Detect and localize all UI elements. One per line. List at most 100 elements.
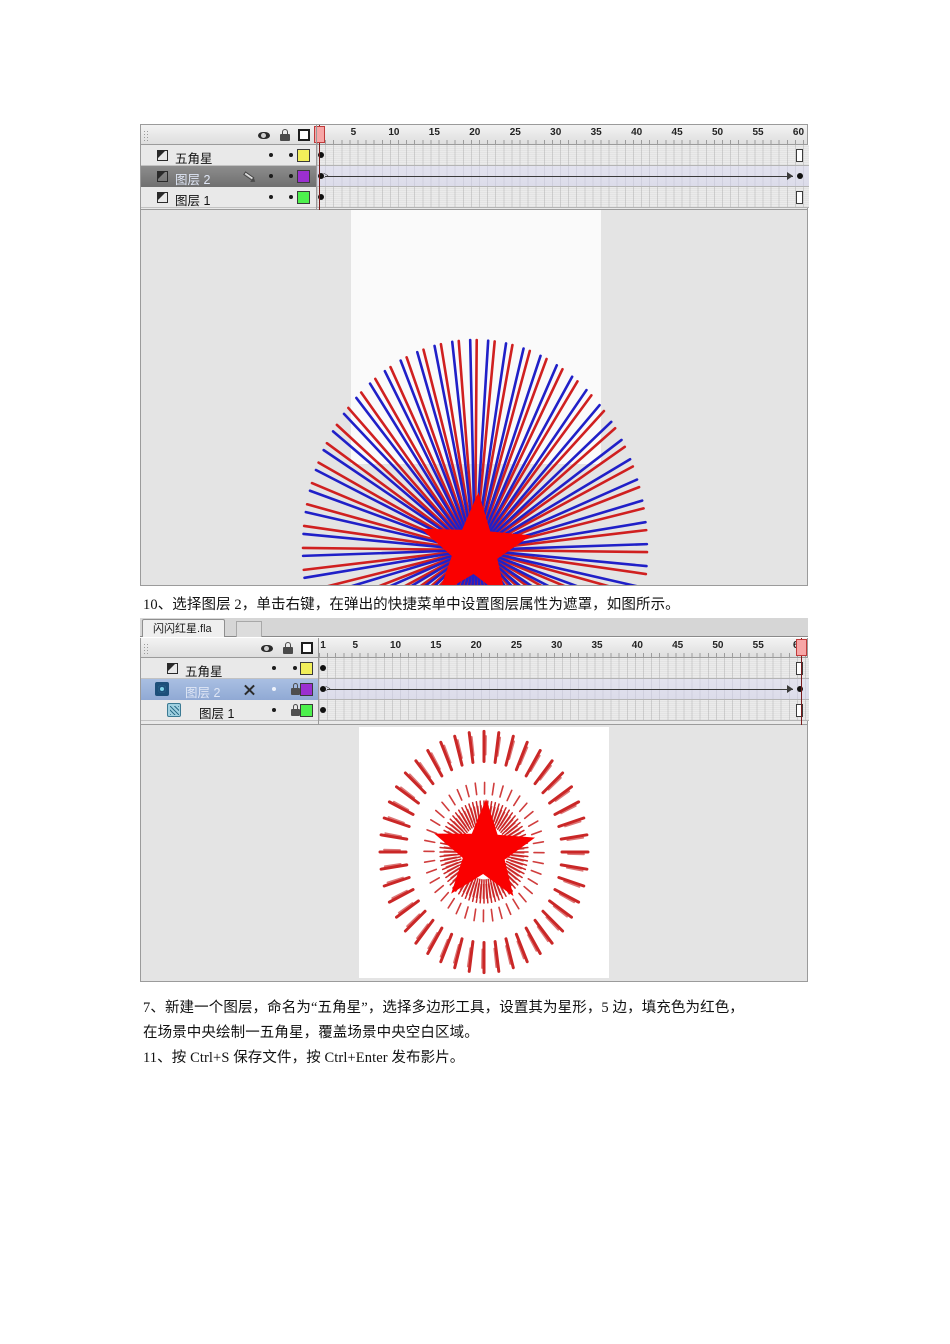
- keyframe-marker[interactable]: [320, 707, 326, 713]
- layer-collapse-icon[interactable]: [157, 192, 168, 203]
- layer-row-2[interactable]: 图层 1: [141, 700, 809, 721]
- tween-start-marker: >: [323, 171, 329, 182]
- layer-collapse-icon[interactable]: [157, 150, 168, 161]
- layer-lock-toggle[interactable]: [289, 682, 302, 696]
- layer-frames-strip[interactable]: [319, 658, 809, 679]
- tween-line: [327, 689, 793, 690]
- layer-visibility-toggle[interactable]: [269, 174, 273, 178]
- end-frame-marker[interactable]: [796, 662, 803, 675]
- ruler-label-1: 1: [320, 640, 326, 651]
- layer-visibility-toggle[interactable]: [269, 153, 273, 157]
- playhead-handle[interactable]: [796, 639, 807, 656]
- stage-canvas-bottom[interactable]: [140, 725, 808, 982]
- layer-row-2[interactable]: 图层 1: [141, 187, 809, 208]
- starburst-artwork-top: [301, 338, 649, 585]
- layer-name-label: 图层 2: [185, 686, 221, 700]
- layer-collapse-icon[interactable]: [167, 663, 178, 674]
- layer-frames-strip[interactable]: [317, 145, 809, 166]
- timeline-ruler-top[interactable]: 151015202530354045505560: [317, 125, 809, 145]
- keyframe-marker[interactable]: [318, 173, 324, 179]
- layer-collapse-icon[interactable]: [157, 171, 168, 182]
- playhead-bottom[interactable]: [796, 638, 807, 725]
- layer-lock-toggle[interactable]: [293, 666, 297, 670]
- layer-outline-color-swatch[interactable]: [300, 683, 313, 696]
- layer-frames-strip[interactable]: >: [319, 679, 809, 700]
- layer-row-1[interactable]: 图层 2 >: [141, 679, 809, 700]
- timeline-ruler-bottom[interactable]: 151015202530354045505560: [319, 638, 809, 658]
- ruler-label-10: 10: [390, 640, 402, 651]
- keyframe-marker[interactable]: [318, 194, 324, 200]
- ruler-ticks: [319, 653, 809, 657]
- end-frame-marker[interactable]: [796, 149, 803, 162]
- ruler-label-5: 5: [352, 640, 359, 651]
- mask-layer-icon[interactable]: [155, 682, 169, 696]
- name-column-divider: [316, 125, 317, 211]
- layer-visibility-toggle[interactable]: [269, 195, 273, 199]
- timeline-header-top: 151015202530354045505560: [141, 125, 809, 145]
- ruler-label-10: 10: [388, 127, 400, 138]
- layer-name-cell[interactable]: 图层 2: [141, 679, 318, 700]
- ruler-label-40: 40: [631, 640, 643, 651]
- file-tab-placeholder[interactable]: [236, 621, 262, 637]
- ruler-label-50: 50: [712, 640, 724, 651]
- playhead-handle[interactable]: [314, 126, 325, 143]
- end-frame-marker[interactable]: [796, 191, 803, 204]
- layer-visibility-toggle[interactable]: [272, 666, 276, 670]
- file-tab[interactable]: 闪闪红星.fla: [142, 619, 225, 637]
- keyframe-marker[interactable]: [320, 665, 326, 671]
- ruler-label-25: 25: [510, 640, 522, 651]
- end-frame-marker[interactable]: [796, 704, 803, 717]
- layer-name-cell[interactable]: 五角星: [141, 658, 318, 679]
- layer-lock-toggle[interactable]: [289, 195, 293, 199]
- layer-lock-toggle[interactable]: [289, 174, 293, 178]
- lock-icon[interactable]: [281, 641, 295, 655]
- layer-visibility-toggle[interactable]: [272, 687, 276, 691]
- tween-arrow: [787, 172, 793, 180]
- outline-square-icon[interactable]: [297, 128, 311, 142]
- layer-row-0[interactable]: 五角星: [141, 145, 809, 166]
- layer-outline-color-swatch[interactable]: [300, 662, 313, 675]
- paragraph-step-11: 11、按 Ctrl+S 保存文件，按 Ctrl+Enter 发布影片。: [143, 1050, 465, 1066]
- masked-layer-icon[interactable]: [167, 703, 181, 717]
- end-keyframe-marker[interactable]: [797, 173, 803, 179]
- layer-name-cell[interactable]: 图层 1: [141, 700, 318, 721]
- layer-outline-color-swatch[interactable]: [297, 149, 310, 162]
- playhead-top[interactable]: [314, 125, 325, 211]
- ruler-label-60: 60: [792, 127, 805, 138]
- layer-name-label: 五角星: [175, 152, 213, 166]
- layer-frames-strip[interactable]: [317, 187, 809, 208]
- layer-outline-color-swatch[interactable]: [297, 170, 310, 183]
- ruler-label-45: 45: [671, 127, 683, 138]
- end-keyframe-marker[interactable]: [797, 686, 803, 692]
- pencil-icon: [238, 166, 259, 187]
- layer-frames-strip[interactable]: >: [317, 166, 809, 187]
- stage-canvas-top[interactable]: [140, 210, 808, 586]
- layer-name-cell[interactable]: 图层 1: [141, 187, 316, 208]
- tween-line: [325, 176, 793, 177]
- layer-outline-color-swatch[interactable]: [297, 191, 310, 204]
- layer-row-1[interactable]: 图层 2 >: [141, 166, 809, 187]
- paragraph-step-7-line1: 7、新建一个图层，命名为“五角星”，选择多边形工具，设置其为星形，5 边，填充色…: [143, 1000, 744, 1016]
- layer-outline-color-swatch[interactable]: [300, 704, 313, 717]
- layer-visibility-toggle[interactable]: [272, 708, 276, 712]
- outline-square-icon[interactable]: [300, 641, 314, 655]
- layer-frames-strip[interactable]: [319, 700, 809, 721]
- eye-icon[interactable]: [257, 128, 271, 142]
- keyframe-marker[interactable]: [320, 686, 326, 692]
- lock-icon[interactable]: [278, 128, 292, 142]
- paragraph-step-7-line2: 在场景中央绘制一五角星，覆盖场景中央空白区域。: [143, 1025, 479, 1041]
- panel-grip-icon[interactable]: [144, 129, 149, 141]
- layer-name-cell[interactable]: 图层 2: [141, 166, 316, 187]
- paragraph-step-10: 10、选择图层 2，单击右键，在弹出的快捷菜单中设置图层属性为遮罩，如图所示。: [143, 597, 680, 613]
- panel-grip-icon[interactable]: [144, 642, 149, 654]
- keyframe-marker[interactable]: [318, 152, 324, 158]
- ruler-label-15: 15: [428, 127, 440, 138]
- eye-icon[interactable]: [260, 641, 274, 655]
- layer-row-0[interactable]: 五角星: [141, 658, 809, 679]
- layer-name-cell[interactable]: 五角星: [141, 145, 316, 166]
- layer-lock-toggle[interactable]: [289, 703, 302, 717]
- layer-lock-toggle[interactable]: [289, 153, 293, 157]
- ruler-label-30: 30: [551, 640, 563, 651]
